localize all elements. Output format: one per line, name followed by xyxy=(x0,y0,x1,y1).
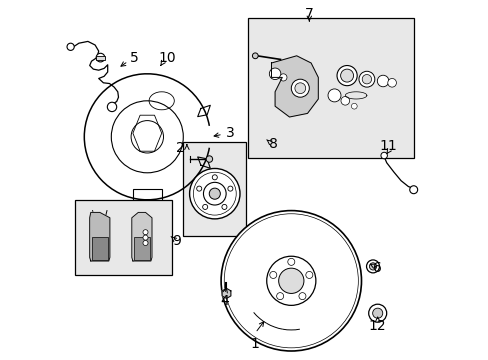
Circle shape xyxy=(372,308,382,318)
Circle shape xyxy=(269,68,280,80)
Circle shape xyxy=(203,182,225,205)
Circle shape xyxy=(142,240,148,246)
Circle shape xyxy=(340,96,349,105)
Circle shape xyxy=(209,188,220,199)
Bar xyxy=(133,189,162,209)
Circle shape xyxy=(279,74,286,81)
Bar xyxy=(247,18,413,158)
Circle shape xyxy=(202,204,207,210)
Bar xyxy=(134,237,149,260)
Circle shape xyxy=(252,53,258,59)
Circle shape xyxy=(67,43,74,50)
Polygon shape xyxy=(89,212,110,261)
Circle shape xyxy=(196,186,202,191)
Text: 2: 2 xyxy=(176,141,184,154)
Circle shape xyxy=(212,175,217,180)
Circle shape xyxy=(227,186,232,191)
Text: 8: 8 xyxy=(268,137,277,151)
Circle shape xyxy=(278,268,304,293)
Text: 9: 9 xyxy=(172,234,181,248)
Polygon shape xyxy=(222,288,230,298)
Bar xyxy=(96,56,104,60)
Circle shape xyxy=(377,75,388,87)
Circle shape xyxy=(409,186,417,194)
Circle shape xyxy=(96,53,104,62)
Circle shape xyxy=(276,293,283,300)
Circle shape xyxy=(269,271,276,278)
Circle shape xyxy=(266,256,315,305)
Circle shape xyxy=(327,89,340,102)
Circle shape xyxy=(287,258,294,265)
Circle shape xyxy=(351,103,356,109)
Circle shape xyxy=(340,69,353,82)
Circle shape xyxy=(291,79,309,97)
Circle shape xyxy=(221,211,361,351)
Text: 11: 11 xyxy=(379,139,397,153)
Polygon shape xyxy=(271,56,318,117)
Circle shape xyxy=(222,204,226,210)
Circle shape xyxy=(298,293,305,300)
Circle shape xyxy=(206,156,212,162)
Circle shape xyxy=(107,102,117,112)
Bar xyxy=(183,142,246,236)
Text: 3: 3 xyxy=(225,126,234,140)
Circle shape xyxy=(358,71,374,87)
Text: 10: 10 xyxy=(158,51,176,64)
Text: 12: 12 xyxy=(368,319,386,333)
Circle shape xyxy=(189,168,240,219)
Circle shape xyxy=(366,260,379,273)
Circle shape xyxy=(142,235,148,240)
Text: 1: 1 xyxy=(250,337,259,351)
Circle shape xyxy=(368,263,376,270)
Text: 6: 6 xyxy=(372,261,381,275)
Circle shape xyxy=(362,75,371,84)
Circle shape xyxy=(387,78,396,87)
Circle shape xyxy=(380,152,386,159)
Text: 5: 5 xyxy=(130,51,139,64)
Bar xyxy=(92,237,107,260)
Circle shape xyxy=(336,66,356,86)
Bar xyxy=(75,200,172,275)
Circle shape xyxy=(294,83,305,94)
Text: 7: 7 xyxy=(305,7,313,21)
Circle shape xyxy=(368,304,386,322)
Circle shape xyxy=(305,271,312,278)
Circle shape xyxy=(142,230,148,235)
Text: 4: 4 xyxy=(220,294,228,307)
Polygon shape xyxy=(132,212,152,261)
